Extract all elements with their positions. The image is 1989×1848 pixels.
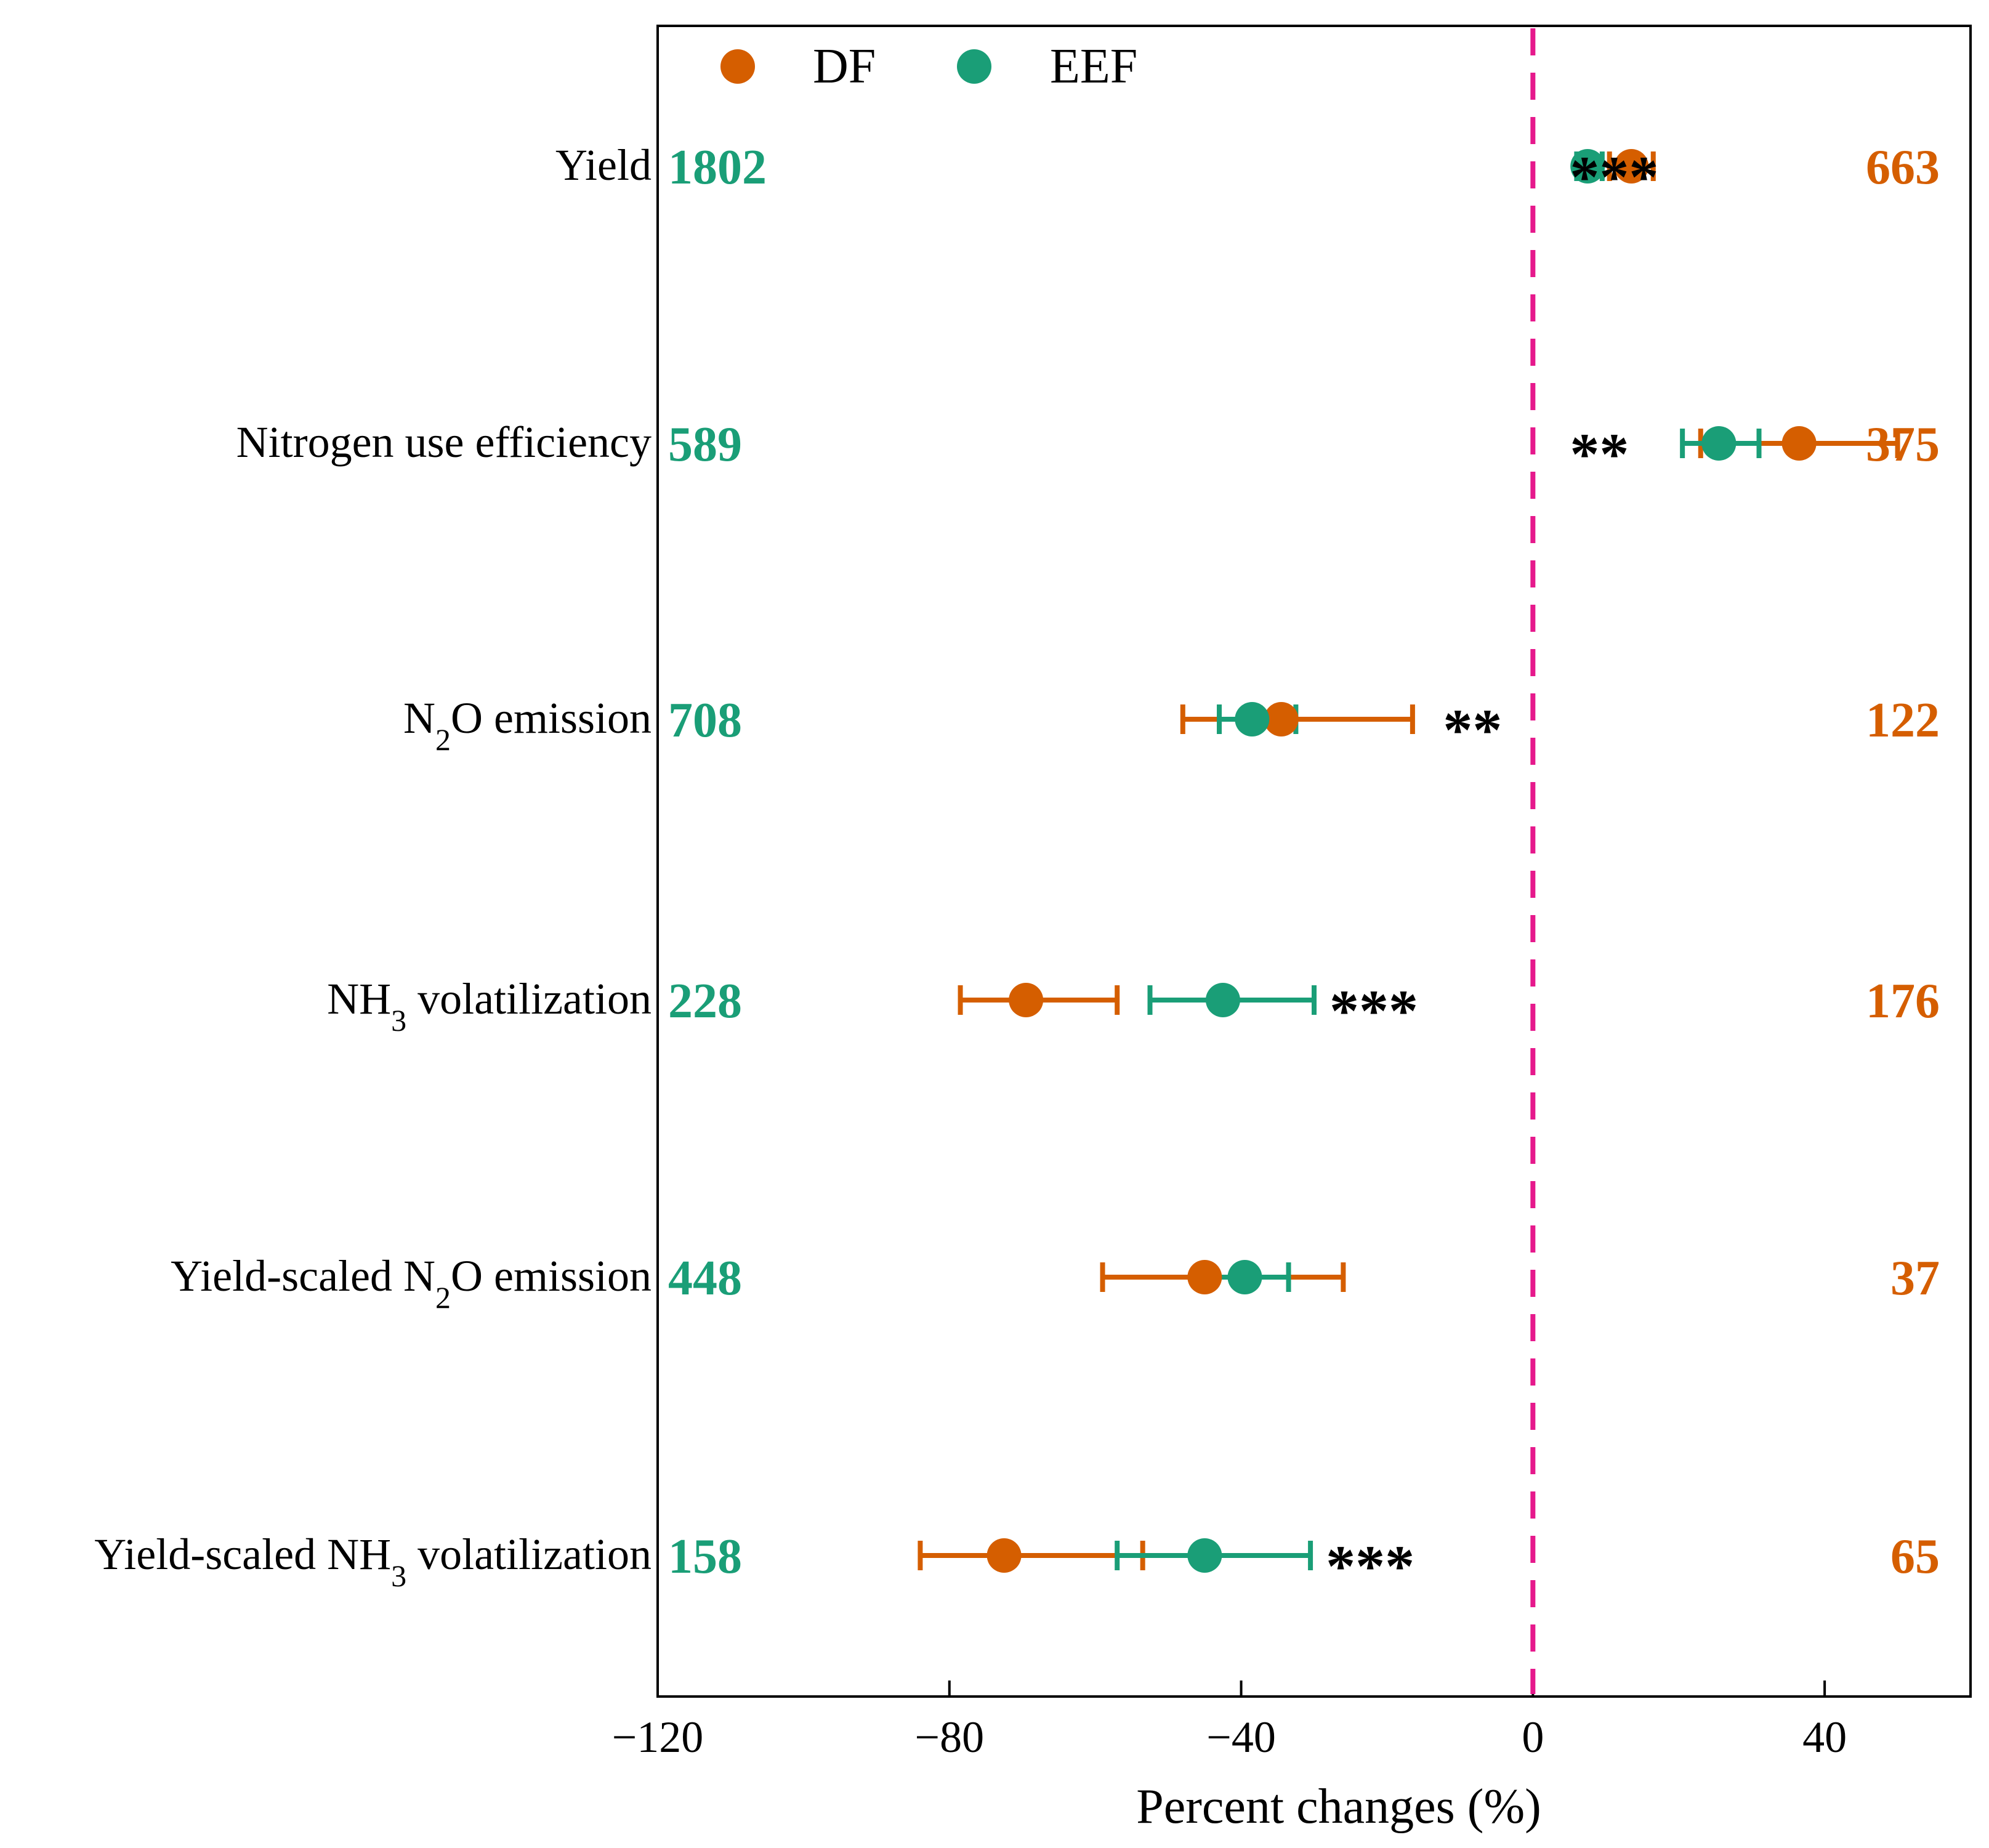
significance-stars: ** <box>1570 421 1629 487</box>
df-sample-count: 663 <box>1866 140 1940 195</box>
x-axis-title: Percent changes (%) <box>1136 1780 1541 1834</box>
category-label-part: volatilization <box>406 974 652 1023</box>
significance-stars: *** <box>1570 144 1658 210</box>
category-label-part: NH <box>327 974 391 1023</box>
df-sample-count: 65 <box>1890 1530 1940 1584</box>
plot-frame <box>656 25 1972 1698</box>
significance-stars: ** <box>1443 697 1502 763</box>
category-label: NH3 volatilization <box>327 974 652 1038</box>
category-row: Nitrogen use efficiency 589 375** <box>236 418 1940 487</box>
eef-sample-count: 228 <box>668 974 742 1028</box>
eef-sample-count: 158 <box>668 1530 742 1584</box>
category-label-subscript: 2 <box>435 1280 451 1315</box>
category-label-part: volatilization <box>406 1530 652 1579</box>
x-tick-label: −120 <box>612 1713 704 1762</box>
eef-point <box>1701 426 1737 461</box>
category-label-part: Nitrogen use efficiency <box>236 418 652 467</box>
eef-sample-count: 708 <box>668 693 742 748</box>
legend-label-eef: EEF <box>1050 39 1137 94</box>
category-label-subscript: 3 <box>391 1003 406 1038</box>
category-label: Yield <box>555 140 652 190</box>
df-point <box>986 1538 1022 1573</box>
x-tick-label: −80 <box>914 1713 984 1762</box>
category-label-part: O emission <box>451 693 652 743</box>
category-row: N2O emission 708 122 ** <box>403 693 1940 763</box>
significance-stars: *** <box>1326 1533 1414 1599</box>
category-rows: Yield 1802 663 *** Nitrogen use efficiency 58… <box>94 140 1940 1599</box>
category-label: Yield-scaled NH3 volatilization <box>94 1530 652 1593</box>
category-label-part: Yield-scaled NH <box>94 1530 391 1579</box>
df-sample-count: 176 <box>1866 974 1940 1028</box>
legend-label-df: DF <box>813 39 876 94</box>
legend: DF EEF <box>720 39 1137 94</box>
df-point <box>1264 702 1299 736</box>
x-axis-ticks: −120 −80 −40 0 40 <box>612 1681 1847 1762</box>
eef-point <box>1235 702 1270 736</box>
category-row: Yield-scaled N2O emission 448 37 <box>171 1251 1940 1315</box>
eef-point <box>1570 149 1605 184</box>
df-point <box>1614 149 1649 184</box>
category-label-part: O emission <box>451 1251 652 1301</box>
df-sample-count: 37 <box>1890 1251 1940 1305</box>
category-label-subscript: 2 <box>435 722 451 757</box>
x-tick-label: 40 <box>1802 1713 1847 1762</box>
category-label: Nitrogen use efficiency <box>236 418 652 467</box>
eef-point <box>1187 1538 1222 1573</box>
category-row: NH3 volatilization 228 176 *** <box>327 974 1940 1044</box>
category-label: N2O emission <box>403 693 652 757</box>
x-tick-label: 0 <box>1522 1713 1544 1762</box>
df-sample-count: 122 <box>1866 693 1940 748</box>
legend-marker-df <box>720 49 755 84</box>
df-point <box>1187 1260 1222 1294</box>
legend-marker-eef <box>957 49 991 84</box>
eef-sample-count: 589 <box>668 418 742 472</box>
df-point <box>1009 983 1044 1017</box>
eef-sample-count: 1802 <box>668 140 767 195</box>
eef-point <box>1227 1260 1262 1294</box>
category-label-part: Yield-scaled N <box>171 1251 435 1301</box>
x-tick-label: −40 <box>1206 1713 1276 1762</box>
eef-sample-count: 448 <box>668 1251 742 1305</box>
category-label: Yield-scaled N2O emission <box>171 1251 652 1315</box>
category-row: Yield 1802 663 *** <box>555 140 1940 210</box>
eef-point <box>1205 983 1240 1017</box>
significance-stars: *** <box>1329 978 1418 1044</box>
category-label-part: N <box>403 693 435 743</box>
plot-border <box>656 25 1972 1698</box>
df-point <box>1781 426 1817 461</box>
category-label-subscript: 3 <box>391 1559 406 1593</box>
category-label-part: Yield <box>555 140 652 190</box>
category-row: Yield-scaled NH3 volatilization 158 65 *** <box>94 1530 1940 1599</box>
